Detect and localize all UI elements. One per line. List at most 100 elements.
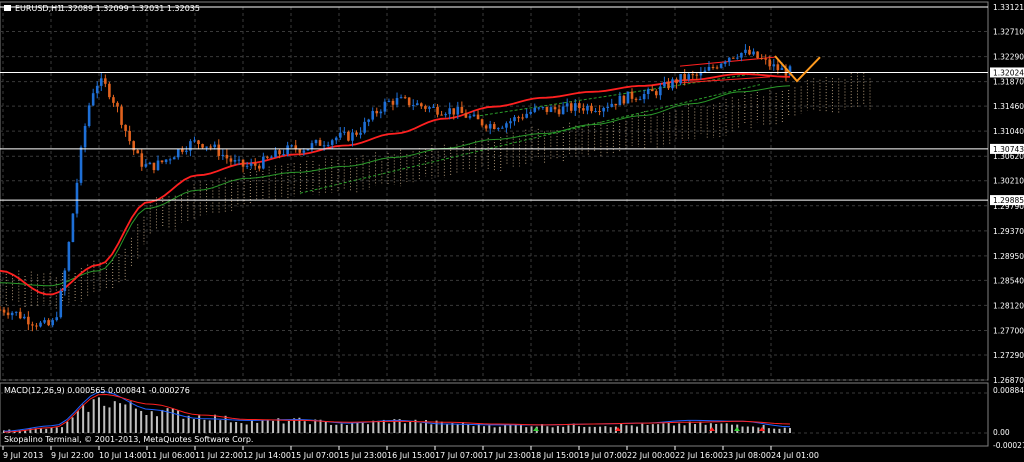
candle-body bbox=[748, 49, 751, 55]
price-panel[interactable]: EURUSD,H1 1.32089 1.32099 1.32031 1.3203… bbox=[0, 1, 989, 381]
price-tick-label: 1.33121 bbox=[993, 3, 1024, 12]
candle-body bbox=[290, 145, 293, 147]
candle-body bbox=[586, 105, 589, 111]
candle-body bbox=[505, 123, 508, 128]
candle-body bbox=[193, 140, 196, 142]
candle-body bbox=[395, 98, 399, 105]
candle-body bbox=[108, 83, 111, 98]
candle-body bbox=[533, 107, 537, 112]
candle-body bbox=[176, 149, 180, 158]
time-label: 22 Jul 00:00 bbox=[627, 451, 675, 460]
candle-body bbox=[87, 105, 91, 127]
candle-body bbox=[756, 51, 759, 59]
candle-body bbox=[711, 66, 715, 68]
candle-body bbox=[31, 324, 34, 326]
signal-line bbox=[3, 393, 791, 433]
candle-body bbox=[185, 150, 188, 152]
candle-body bbox=[241, 159, 245, 167]
candle-body bbox=[703, 70, 707, 73]
candle-body bbox=[602, 107, 605, 112]
time-label: 18 Jul 15:00 bbox=[531, 451, 579, 460]
candle-body bbox=[788, 66, 792, 76]
candle-body bbox=[642, 93, 646, 100]
candle-body bbox=[622, 95, 626, 104]
candle-body bbox=[160, 160, 164, 163]
candle-body bbox=[699, 72, 703, 76]
candle-body bbox=[99, 78, 103, 86]
candle-body bbox=[420, 103, 423, 107]
candles bbox=[0, 44, 792, 332]
time-label: 22 Jul 16:00 bbox=[675, 451, 723, 460]
candle-body bbox=[626, 91, 630, 104]
candle-body bbox=[55, 317, 59, 321]
candle-body bbox=[152, 162, 156, 171]
price-tick-label: 1.27700 bbox=[993, 326, 1024, 335]
candle-body bbox=[776, 64, 780, 70]
zigzag-line bbox=[774, 55, 821, 83]
candle-body bbox=[752, 51, 755, 55]
candle-body bbox=[460, 106, 464, 114]
candle-body bbox=[136, 150, 140, 154]
signal-arrow bbox=[533, 427, 539, 431]
candle-body bbox=[772, 64, 776, 67]
candle-body bbox=[464, 113, 468, 118]
candle-body bbox=[379, 111, 383, 114]
candle-body bbox=[71, 213, 75, 243]
candle-body bbox=[322, 145, 326, 147]
candle-body bbox=[237, 159, 241, 161]
signal-arrow bbox=[709, 427, 715, 431]
price-tick-label: 1.32290 bbox=[993, 53, 1024, 62]
candle-body bbox=[497, 128, 500, 130]
candle-body bbox=[0, 309, 2, 311]
candle-body bbox=[578, 103, 581, 109]
level-price-label: 1.30743 bbox=[993, 145, 1024, 154]
candle-body bbox=[14, 311, 18, 313]
candle-body bbox=[727, 57, 731, 62]
price-axis[interactable]: 1.33121 1.32710 1.32290 1.31870 1.31460 1.310… bbox=[990, 3, 1024, 385]
candle-body bbox=[221, 154, 225, 156]
candle-body bbox=[695, 74, 699, 76]
copyright-text: Skopalino Terminal, © 2001-2013, MetaQuo… bbox=[4, 435, 253, 444]
candle-body bbox=[334, 137, 338, 141]
level-price-box bbox=[990, 195, 1024, 206]
moving-average-green bbox=[0, 85, 791, 287]
candle-body bbox=[189, 141, 192, 151]
candle-body bbox=[351, 132, 354, 141]
candle-body bbox=[282, 154, 285, 156]
time-label: 12 Jul 14:00 bbox=[243, 451, 291, 460]
candle-body bbox=[517, 117, 520, 119]
time-label: 9 Jul 2013 bbox=[3, 451, 43, 460]
candle-body bbox=[326, 144, 330, 146]
candle-body bbox=[79, 147, 83, 183]
candle-body bbox=[298, 149, 302, 153]
candle-body bbox=[201, 144, 204, 148]
candle-body bbox=[646, 89, 650, 94]
ohlc-readout: 1.32089 1.32099 1.32031 1.32035 bbox=[60, 4, 200, 13]
candle-body bbox=[545, 106, 549, 112]
moving-average-red bbox=[0, 72, 791, 296]
candle-body bbox=[18, 311, 22, 319]
candle-body bbox=[411, 105, 415, 107]
candle-body bbox=[679, 74, 682, 84]
candle-body bbox=[598, 110, 601, 112]
candle-body bbox=[784, 68, 788, 76]
candle-body bbox=[513, 117, 516, 122]
signal-arrow bbox=[615, 427, 621, 431]
candle-body bbox=[245, 165, 249, 167]
candle-body bbox=[667, 82, 670, 89]
candle-body bbox=[403, 97, 407, 99]
candle-body bbox=[302, 150, 306, 153]
candle-body bbox=[213, 144, 217, 148]
macd-panel[interactable]: MACD(12,26,9) 0.000565 0.000841 -0.00027… bbox=[0, 382, 1024, 450]
symbol-marker bbox=[4, 5, 11, 11]
candle-body bbox=[217, 144, 221, 156]
candle-body bbox=[225, 154, 229, 159]
candle-body bbox=[472, 114, 476, 117]
horizontal-levels[interactable] bbox=[0, 6, 988, 201]
current-price-box bbox=[990, 67, 1024, 78]
candle-body bbox=[140, 153, 144, 167]
moving-averages bbox=[0, 72, 791, 296]
candle-body bbox=[120, 106, 123, 125]
candle-body bbox=[399, 97, 403, 99]
